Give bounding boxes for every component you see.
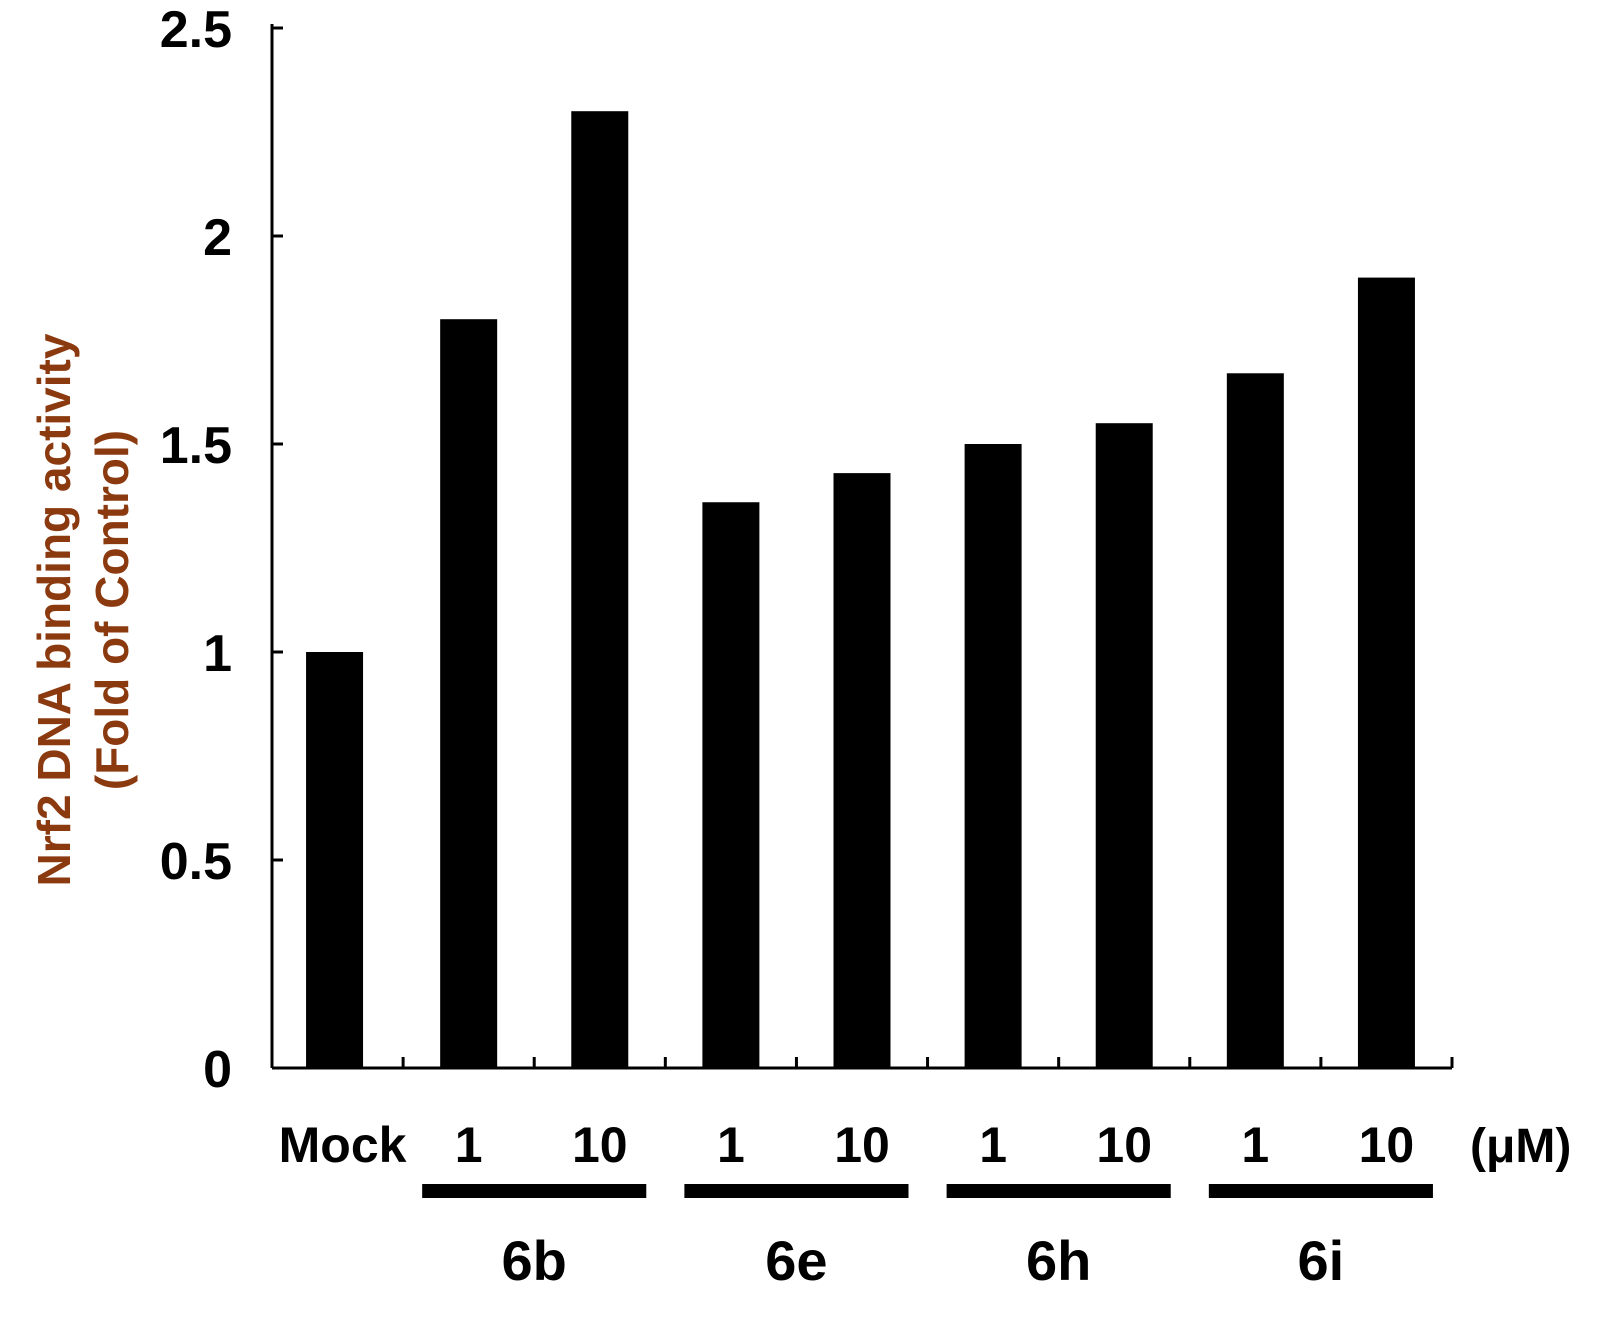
bar bbox=[1357, 277, 1415, 1069]
x-category-label: 10 bbox=[572, 1117, 628, 1173]
x-axis-category-labels: Mock 1 10 1 10 1 10 1 10 bbox=[279, 1117, 1415, 1173]
bars bbox=[306, 111, 1415, 1069]
group-bar bbox=[422, 1184, 647, 1198]
x-category-label: 1 bbox=[717, 1117, 745, 1173]
bar bbox=[1226, 373, 1284, 1068]
y-tick-label: 1.5 bbox=[160, 417, 232, 475]
y-axis-title: Nrf2 DNA binding activity (Fold of Contr… bbox=[28, 333, 138, 886]
x-category-label: 1 bbox=[1241, 1117, 1269, 1173]
group-label: 6e bbox=[765, 1229, 827, 1292]
x-category-label: 10 bbox=[1096, 1117, 1152, 1173]
y-tick-label: 2 bbox=[203, 209, 232, 267]
y-axis-title-line-2: (Fold of Control) bbox=[86, 430, 138, 790]
group-bar bbox=[684, 1184, 909, 1198]
y-tick-label: 2.5 bbox=[160, 1, 232, 59]
bar bbox=[1095, 423, 1153, 1068]
x-category-label: 10 bbox=[1359, 1117, 1415, 1173]
x-category-label: 1 bbox=[455, 1117, 483, 1173]
x-category-label: Mock bbox=[279, 1117, 407, 1173]
unit-label: (μM) bbox=[1470, 1120, 1571, 1173]
bar bbox=[306, 652, 364, 1068]
y-axis-title-line-1: Nrf2 DNA binding activity bbox=[28, 333, 80, 886]
group-bar bbox=[1208, 1184, 1433, 1198]
compound-groups: 6b 6e 6h 6i bbox=[422, 1184, 1433, 1292]
bar bbox=[833, 473, 891, 1068]
y-axis-ticks: 0 0.5 1 1.5 2 2.5 bbox=[160, 1, 283, 1099]
y-tick-label: 1 bbox=[203, 625, 232, 683]
bar bbox=[964, 444, 1022, 1068]
bar bbox=[440, 319, 498, 1068]
bar bbox=[702, 502, 760, 1068]
group-bar bbox=[946, 1184, 1171, 1198]
group-label: 6h bbox=[1026, 1229, 1091, 1292]
y-tick-label: 0 bbox=[203, 1041, 232, 1099]
group-label: 6b bbox=[502, 1229, 567, 1292]
group-label: 6i bbox=[1298, 1229, 1345, 1292]
x-category-label: 10 bbox=[834, 1117, 890, 1173]
bar bbox=[571, 111, 629, 1068]
x-category-label: 1 bbox=[979, 1117, 1007, 1173]
y-tick-label: 0.5 bbox=[160, 833, 232, 891]
